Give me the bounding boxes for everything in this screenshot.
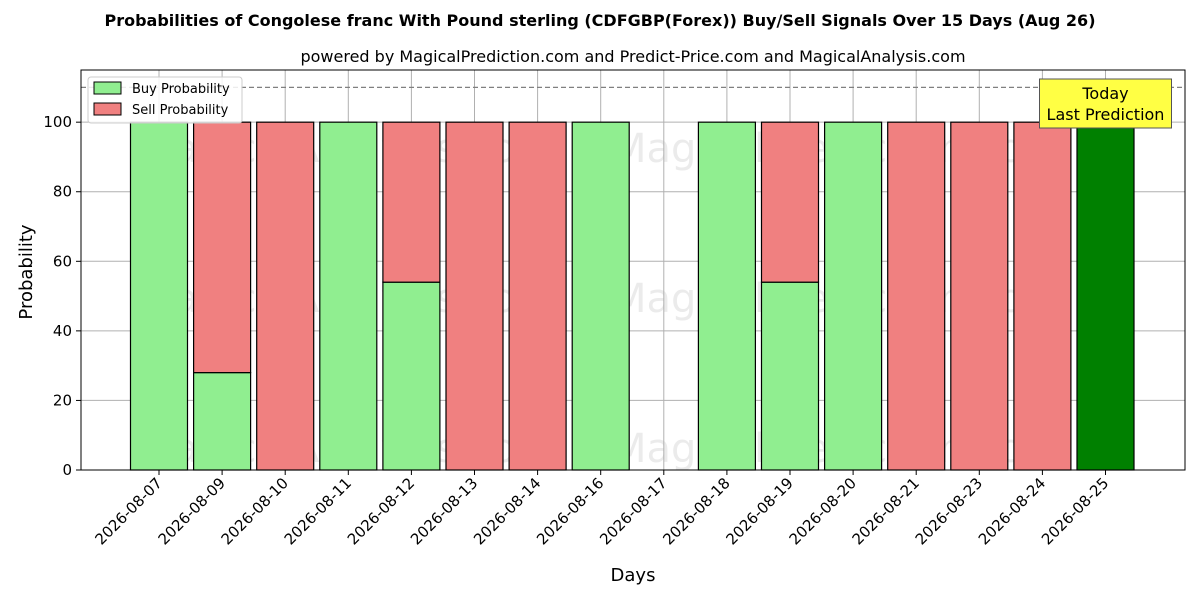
sell-bar (887, 121, 946, 471)
chart-title: Probabilities of Congolese franc With Po… (104, 11, 1095, 30)
y-tick-label: 100 (43, 113, 72, 131)
y-axis-label: Probability (16, 224, 37, 319)
x-tick-label: 2026-08-07 (91, 474, 165, 548)
sell-bar (193, 121, 252, 374)
buy-bar (571, 121, 630, 471)
y-tick-label: 0 (62, 461, 72, 479)
legend-label: Buy Probability (132, 82, 230, 97)
x-tick-label: 2026-08-16 (533, 474, 607, 548)
y-tick-label: 80 (53, 183, 72, 201)
buy-bar (193, 372, 252, 471)
sell-bar (508, 121, 567, 471)
x-tick-label: 2026-08-25 (1038, 474, 1112, 548)
sell-bar (760, 121, 820, 283)
x-tick-label: 2026-08-18 (659, 474, 733, 548)
legend-label: Sell Probability (132, 103, 229, 118)
sell-bar (382, 121, 441, 283)
today-annotation: Today Last Prediction (1039, 78, 1172, 129)
x-tick-label: 2026-08-13 (407, 474, 481, 548)
x-tick-label: 2026-08-19 (722, 474, 796, 548)
buy-bar (823, 121, 883, 471)
buy-bar (129, 121, 189, 471)
sell-bar (950, 121, 1009, 471)
x-tick-label: 2026-08-20 (786, 474, 860, 548)
x-tick-label: 2026-08-09 (155, 474, 229, 548)
buy-bar (760, 281, 820, 471)
legend-box (87, 76, 243, 124)
annotation-box (1039, 78, 1172, 129)
sell-bar (256, 121, 315, 471)
bars (129, 121, 1135, 471)
plot-frame (80, 69, 1186, 471)
legend-swatch (93, 102, 122, 116)
x-tick-label: 2026-08-14 (470, 474, 544, 548)
x-axis-label: Days (611, 565, 656, 586)
legend: Buy Probability Sell Probability (87, 76, 243, 124)
x-ticks: 2026-08-072026-08-092026-08-102026-08-11… (91, 470, 1112, 548)
x-tick-label: 2026-08-10 (218, 474, 292, 548)
annotation-text: Today (1081, 84, 1128, 103)
y-ticks: 0 20 40 60 80 100 (43, 113, 81, 479)
x-tick-label: 2026-08-11 (281, 474, 355, 548)
buy-bar (319, 121, 378, 471)
y-tick-label: 40 (53, 322, 72, 340)
annotation-text: Last Prediction (1047, 105, 1165, 124)
sell-bar (1013, 121, 1072, 471)
chart-subtitle: powered by MagicalPrediction.com and Pre… (300, 47, 965, 66)
x-tick-label: 2026-08-12 (344, 474, 418, 548)
buy-bar (1076, 121, 1135, 471)
buy-bar (382, 281, 441, 471)
x-tick-label: 2026-08-24 (975, 474, 1049, 548)
sell-bar (445, 121, 504, 471)
legend-swatch (93, 81, 122, 95)
y-tick-label: 20 (53, 391, 72, 409)
x-tick-label: 2026-08-17 (596, 474, 670, 548)
y-tick-label: 60 (53, 252, 72, 270)
x-tick-label: 2026-08-21 (849, 474, 923, 548)
x-tick-label: 2026-08-23 (912, 474, 986, 548)
buy-bar (697, 121, 757, 471)
